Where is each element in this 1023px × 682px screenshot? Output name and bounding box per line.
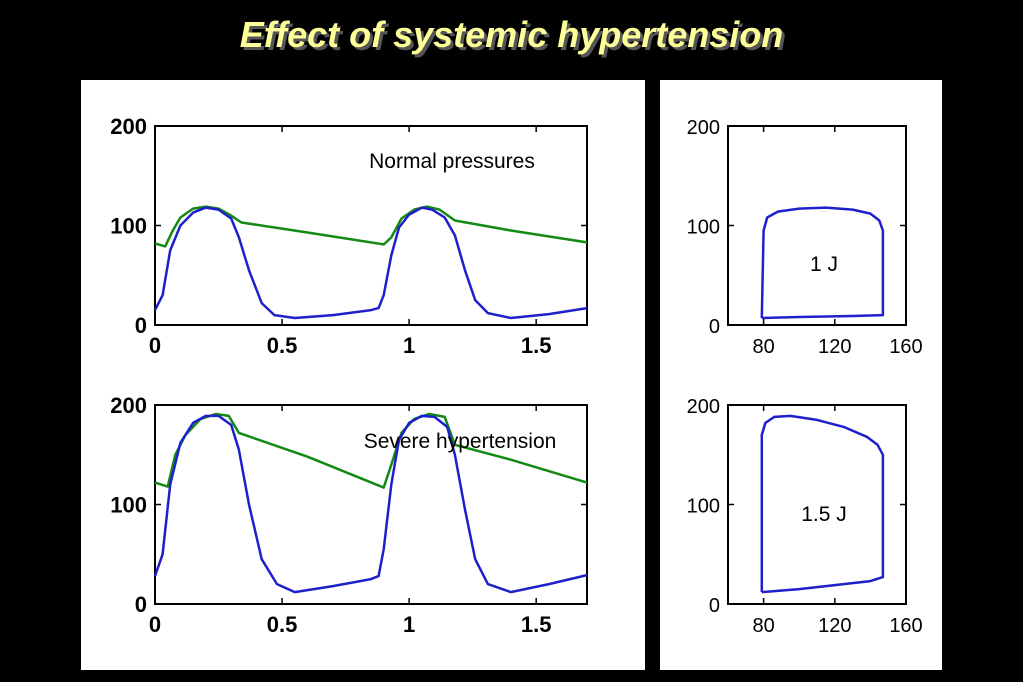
chart-annotation: 1 J	[810, 253, 838, 276]
x-tick-label: 80	[752, 336, 774, 358]
y-tick-label: 100	[110, 214, 147, 239]
ventricular-pressure-line	[760, 414, 885, 594]
x-tick-label: 1	[403, 333, 415, 358]
pv-loop-panel: 80 120 160 0 100 200 1 J 80 120 160 0 100 200 1.5 J	[660, 80, 942, 670]
chart-top-right: 80 120 160 0 100 200 1 J	[687, 117, 923, 358]
x-tick-label: 0	[149, 333, 161, 358]
y-tick-label: 100	[110, 493, 147, 518]
y-tick-label: 0	[135, 592, 147, 617]
slide-title: Effect of systemic hypertension	[239, 14, 784, 55]
x-tick-label: 0	[149, 612, 161, 637]
x-tick-label: 1.5	[521, 612, 552, 637]
ventricular-pressure-line	[760, 206, 885, 320]
x-tick-label: 160	[889, 336, 922, 358]
ventricular-pressure-line	[153, 206, 588, 320]
pressure-volume-charts: 80 120 160 0 100 200 1 J 80 120 160 0 100 200 1.5 J	[687, 117, 923, 637]
chart-annotation: Normal pressures	[369, 150, 535, 173]
plot-frame	[727, 125, 907, 326]
chart-bottom-right: 80 120 160 0 100 200 1.5 J	[687, 396, 923, 637]
y-tick-label: 0	[135, 313, 147, 338]
y-tick-label: 100	[687, 496, 720, 518]
x-tick-label: 1.5	[521, 333, 552, 358]
x-tick-label: 1	[403, 612, 415, 637]
y-tick-label: 200	[110, 114, 147, 139]
y-tick-label: 0	[709, 316, 720, 338]
x-tick-label: 0.5	[267, 333, 298, 358]
chart-bottom-left: 0 0.5 1 1.5 0 100 200 Severe hypertension	[110, 393, 588, 637]
chart-top-left: 0 0.5 1 1.5 0 100 200 Normal pressures	[110, 114, 588, 358]
y-tick-label: 0	[709, 595, 720, 617]
y-tick-label: 200	[687, 396, 720, 418]
x-tick-label: 80	[752, 615, 774, 637]
x-tick-label: 0.5	[267, 612, 298, 637]
x-tick-label: 120	[818, 336, 851, 358]
ventricular-pressure-line	[153, 414, 588, 594]
y-tick-label: 200	[687, 117, 720, 139]
y-tick-label: 200	[110, 393, 147, 418]
aortic-pressure-line	[154, 205, 588, 248]
time-series-panel: 0 0.5 1 1.5 0 100 200 Normal pressures 0 0.5 1 1.5 0…	[81, 80, 645, 670]
x-tick-label: 120	[818, 615, 851, 637]
x-tick-label: 160	[889, 615, 922, 637]
chart-annotation: 1.5 J	[801, 503, 847, 526]
chart-annotation: Severe hypertension	[364, 430, 557, 453]
y-tick-label: 100	[687, 217, 720, 239]
